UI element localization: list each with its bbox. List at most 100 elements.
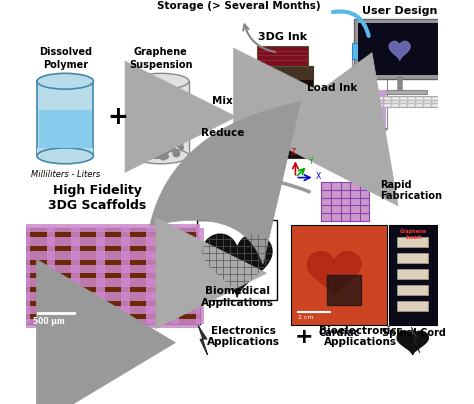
Bar xyxy=(408,97,415,99)
Circle shape xyxy=(151,151,156,156)
Circle shape xyxy=(154,123,161,129)
Bar xyxy=(354,19,445,79)
Bar xyxy=(372,90,427,94)
Circle shape xyxy=(138,116,144,122)
Bar xyxy=(392,104,399,107)
Bar xyxy=(384,97,391,99)
Bar xyxy=(424,101,431,103)
Circle shape xyxy=(150,106,157,113)
Circle shape xyxy=(177,130,182,136)
Ellipse shape xyxy=(133,148,189,164)
Circle shape xyxy=(137,91,142,95)
Text: Electronics
Applications: Electronics Applications xyxy=(207,326,280,347)
Circle shape xyxy=(178,126,182,130)
Circle shape xyxy=(141,116,147,122)
Circle shape xyxy=(145,125,151,132)
Bar xyxy=(171,228,179,324)
Bar xyxy=(195,228,204,324)
Circle shape xyxy=(145,114,149,118)
Ellipse shape xyxy=(37,148,93,164)
Bar xyxy=(39,110,91,147)
Bar xyxy=(384,104,391,107)
Circle shape xyxy=(157,109,162,114)
Circle shape xyxy=(146,101,152,107)
Circle shape xyxy=(143,91,148,97)
Circle shape xyxy=(138,128,142,133)
Bar xyxy=(376,104,383,107)
Bar xyxy=(37,81,93,156)
Circle shape xyxy=(160,154,166,160)
Circle shape xyxy=(163,93,168,98)
Circle shape xyxy=(161,131,167,136)
Bar xyxy=(389,225,438,325)
Text: Spinal Cord: Spinal Cord xyxy=(382,328,446,338)
Text: +: + xyxy=(107,105,128,129)
Bar xyxy=(397,285,428,295)
Circle shape xyxy=(160,150,164,154)
Bar xyxy=(416,97,423,99)
Text: Graphene
Insert: Graphene Insert xyxy=(400,229,427,240)
Circle shape xyxy=(149,152,155,157)
Text: 3DG Ink: 3DG Ink xyxy=(258,32,307,42)
Bar xyxy=(397,237,428,247)
Bar xyxy=(26,292,200,301)
Circle shape xyxy=(137,103,144,109)
Text: +: + xyxy=(295,326,313,347)
Text: User Design: User Design xyxy=(362,6,438,16)
Bar xyxy=(359,96,441,107)
Bar xyxy=(26,265,200,273)
Bar xyxy=(397,301,428,311)
Circle shape xyxy=(171,147,175,152)
Bar xyxy=(26,305,200,314)
Circle shape xyxy=(151,116,155,120)
Bar xyxy=(416,104,423,107)
Text: Storage (> Several Months): Storage (> Several Months) xyxy=(157,1,321,11)
Bar xyxy=(400,104,407,107)
Circle shape xyxy=(135,142,142,149)
Circle shape xyxy=(146,133,150,138)
Circle shape xyxy=(151,127,157,133)
Bar xyxy=(400,97,407,99)
Circle shape xyxy=(162,99,166,103)
Bar xyxy=(197,220,277,300)
Circle shape xyxy=(164,131,169,135)
Bar xyxy=(252,66,313,80)
Bar xyxy=(26,228,200,324)
Text: Milliliters - Liters: Milliliters - Liters xyxy=(31,170,100,179)
Circle shape xyxy=(175,142,179,146)
Circle shape xyxy=(161,116,168,123)
Text: Load Ink: Load Ink xyxy=(307,83,357,93)
Bar xyxy=(256,46,308,66)
Bar xyxy=(365,154,374,169)
Text: Rapid
Fabrication: Rapid Fabrication xyxy=(381,180,443,202)
Bar xyxy=(46,228,55,324)
Bar xyxy=(352,59,387,128)
Circle shape xyxy=(137,147,143,152)
Circle shape xyxy=(155,150,159,154)
Circle shape xyxy=(153,116,157,121)
Circle shape xyxy=(144,130,147,134)
Circle shape xyxy=(145,135,149,139)
Bar xyxy=(360,101,367,103)
Bar xyxy=(146,228,155,324)
Circle shape xyxy=(143,118,147,123)
Circle shape xyxy=(136,130,142,136)
Bar xyxy=(397,269,428,279)
Circle shape xyxy=(152,89,158,95)
Bar xyxy=(26,223,200,232)
Circle shape xyxy=(180,146,183,149)
Bar xyxy=(26,319,200,328)
Circle shape xyxy=(159,106,163,110)
Circle shape xyxy=(153,153,158,158)
Text: 500 μm: 500 μm xyxy=(33,317,65,326)
Circle shape xyxy=(158,144,164,150)
Bar xyxy=(432,104,439,107)
Bar xyxy=(432,97,439,99)
Bar xyxy=(400,101,407,103)
Circle shape xyxy=(147,118,152,124)
Circle shape xyxy=(142,106,148,113)
Bar xyxy=(376,97,383,99)
Bar xyxy=(353,90,386,128)
Circle shape xyxy=(175,131,181,137)
Circle shape xyxy=(161,91,167,98)
